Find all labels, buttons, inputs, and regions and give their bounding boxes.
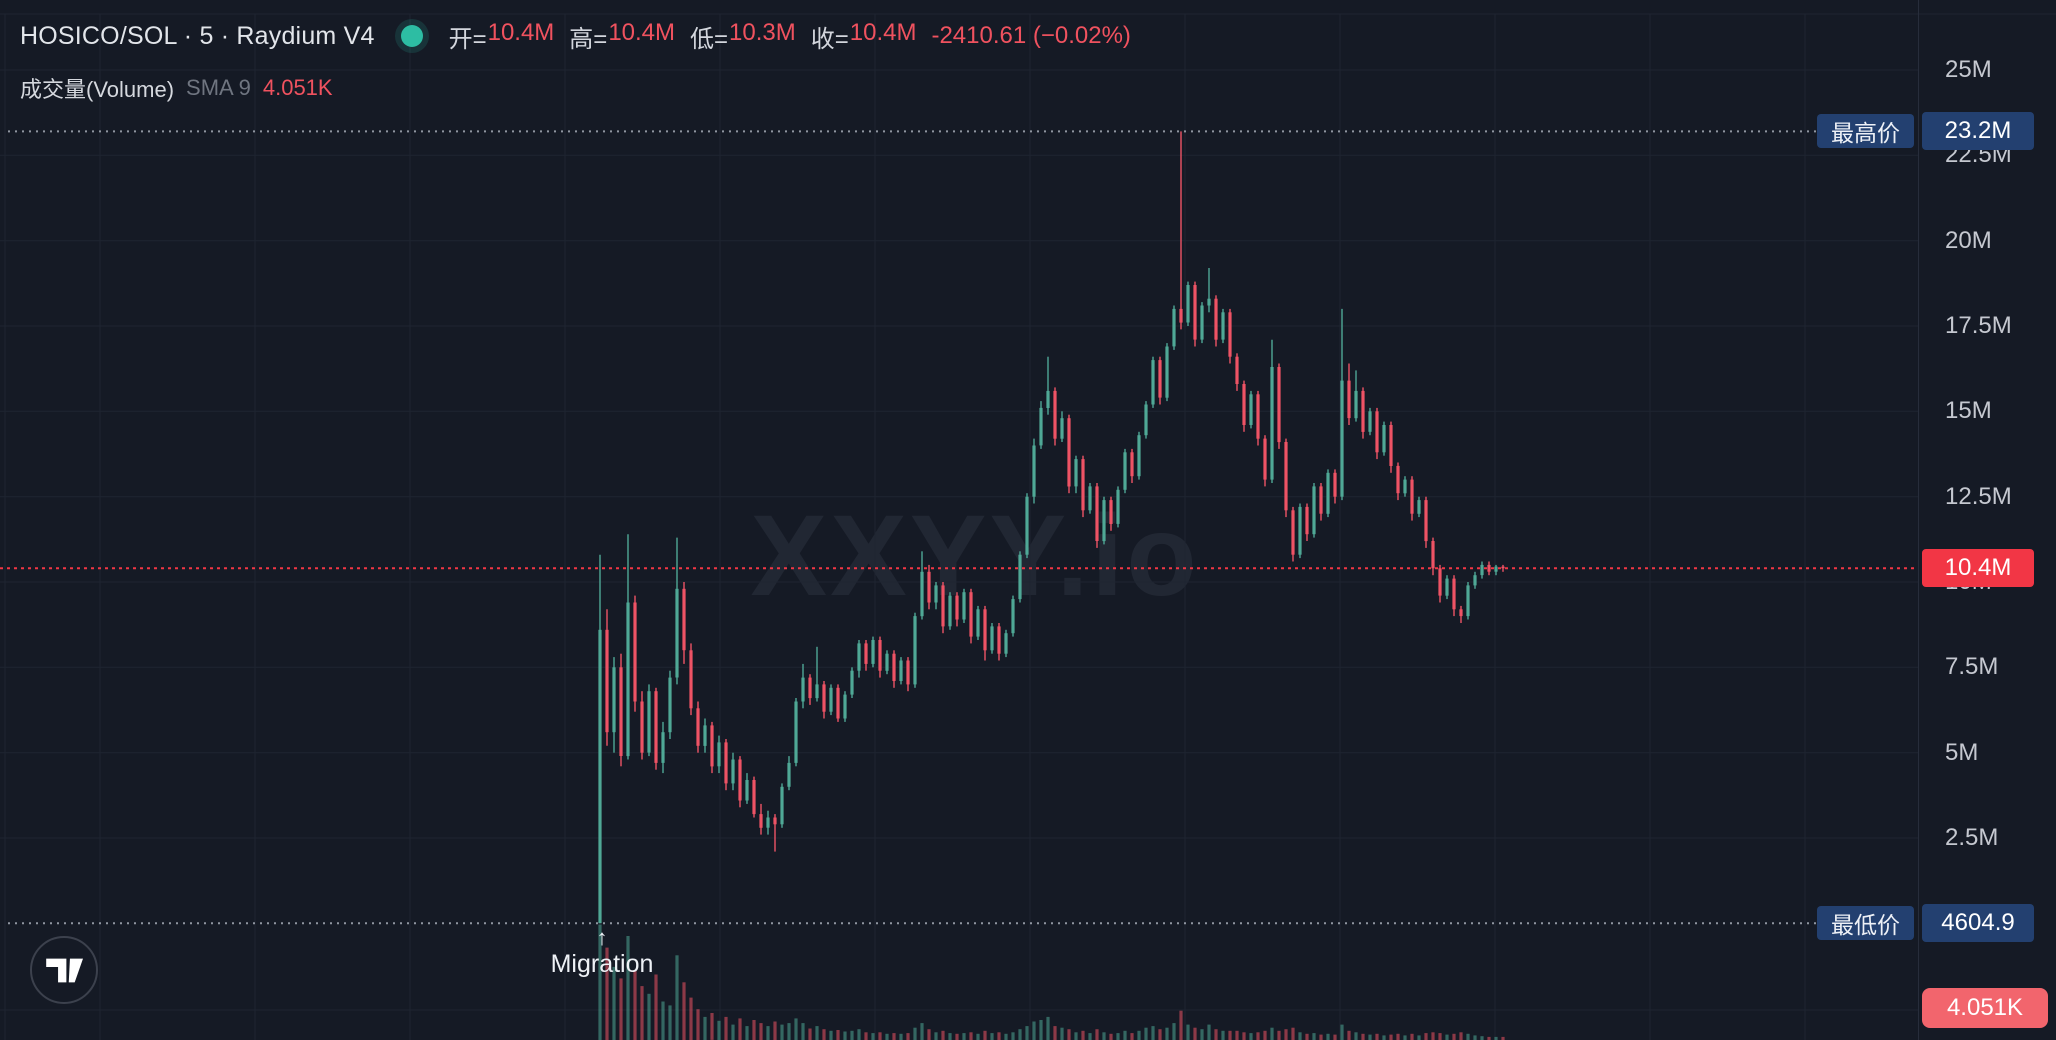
price-change: -2410.61 (−0.02%) <box>931 22 1131 49</box>
tradingview-icon <box>46 958 83 982</box>
ohlc-close-value: 10.4M <box>849 18 917 46</box>
high-price-flag: 最高价 <box>1817 114 1914 149</box>
ohlc-high-value: 10.4M <box>608 18 676 46</box>
ohlc-close-label: 收= <box>810 25 849 53</box>
low-price-badge: 4604.9 <box>1922 904 2034 943</box>
price-tick-label: 20M <box>1945 226 1992 254</box>
migration-annotation[interactable]: ↑ Migration <box>551 926 654 977</box>
annotation-label: Migration <box>550 950 654 979</box>
indicator-legend: 成交量(Volume) SMA 9 4.051K <box>20 72 333 104</box>
current-volume-badge: 4.051K <box>1922 988 2048 1028</box>
tradingview-logo-button[interactable] <box>30 936 98 1004</box>
price-tick-label: 12.5M <box>1945 482 2012 510</box>
price-tick-label: 5M <box>1945 738 1979 766</box>
indicator-name[interactable]: 成交量(Volume) <box>20 77 175 102</box>
price-tick-label: 7.5M <box>1945 653 1999 681</box>
current-price-badge: 10.4M <box>1922 549 2034 588</box>
ohlc-low-value: 10.3M <box>729 18 796 46</box>
indicator-param: SMA 9 <box>186 75 251 100</box>
price-tick-label: 2.5M <box>1945 823 1999 851</box>
high-price-badge: 23.2M <box>1922 112 2034 151</box>
arrow-up-icon: ↑ <box>596 925 608 950</box>
chart-legend: HOSICO/SOL · 5 · Raydium V4 开= 10.4M 高= 10… <box>20 16 1131 56</box>
symbol-title[interactable]: HOSICO/SOL · 5 · Raydium V4 <box>20 21 375 50</box>
low-price-flag: 最低价 <box>1817 906 1914 941</box>
watermark: XXYY.io <box>750 492 1200 620</box>
indicator-value: 4.051K <box>262 75 333 100</box>
ohlc-high-label: 高= <box>569 25 608 53</box>
ohlc-open-value: 10.4M <box>487 18 555 46</box>
ohlc-open-label: 开= <box>448 25 487 53</box>
price-tick-label: 15M <box>1945 397 1992 425</box>
ohlc-readout: 开= 10.4M 高= 10.4M 低= 10.3M 收= 10.4M -2410.61… <box>449 19 1131 54</box>
market-status-icon[interactable] <box>400 25 423 47</box>
price-tick-label: 17.5M <box>1945 311 2012 339</box>
price-tick-label: 25M <box>1945 56 1992 83</box>
ohlc-low-label: 低= <box>690 25 729 53</box>
